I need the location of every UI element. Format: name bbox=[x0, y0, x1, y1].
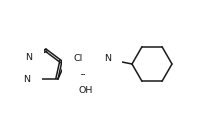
Text: N: N bbox=[26, 53, 32, 61]
Text: N: N bbox=[104, 54, 111, 63]
Text: Cl: Cl bbox=[73, 54, 82, 63]
Text: OH: OH bbox=[79, 86, 93, 95]
Text: N: N bbox=[24, 75, 30, 84]
